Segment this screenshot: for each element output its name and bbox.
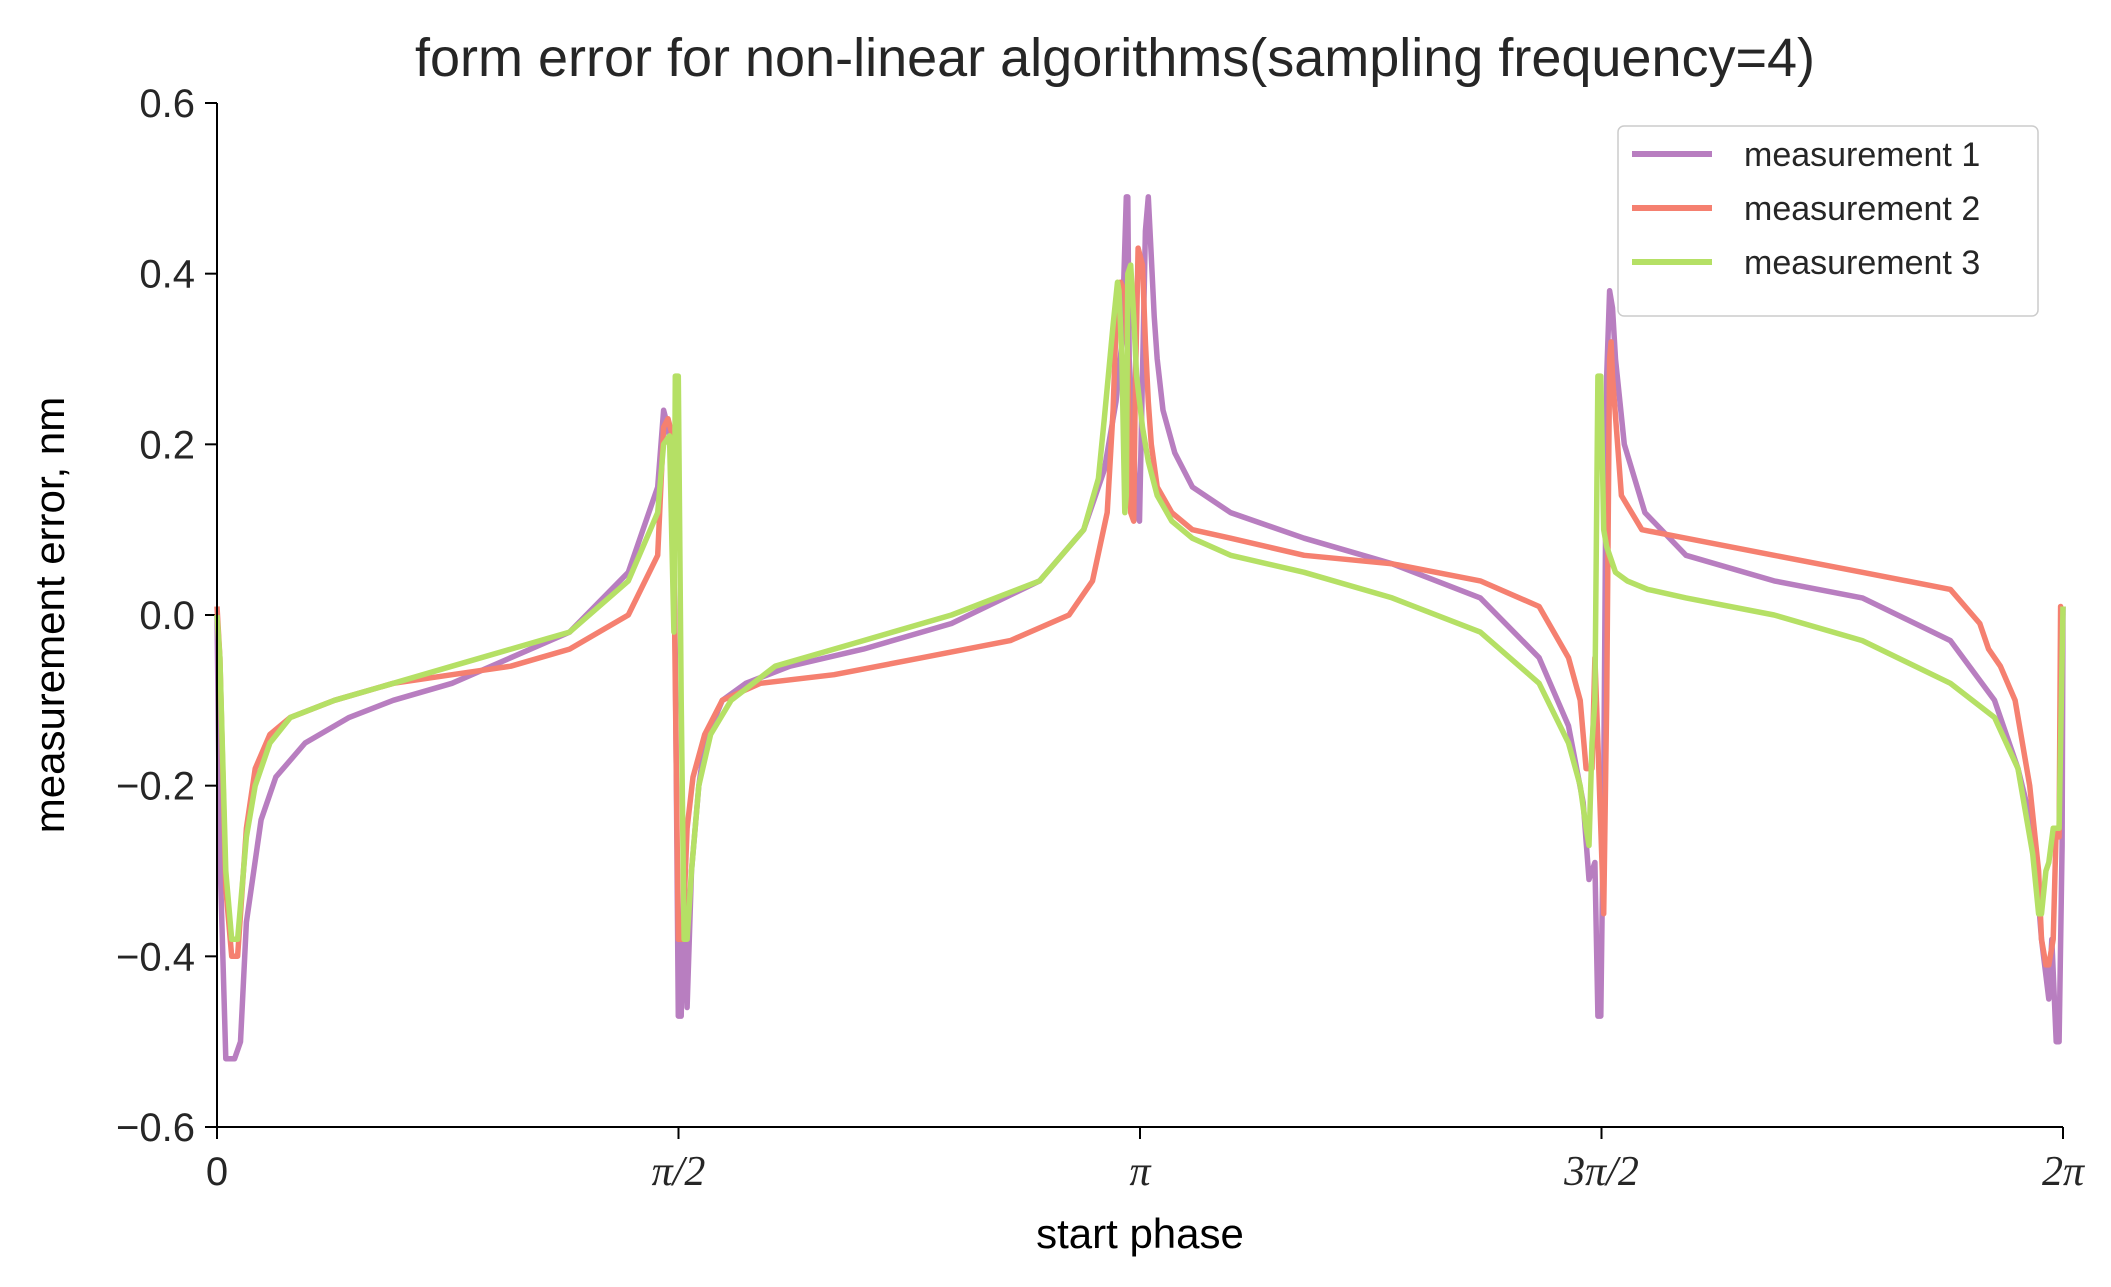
legend-entry-label: measurement 1: [1744, 136, 1980, 174]
y-tick-label: −0.6: [116, 1106, 195, 1150]
x-tick-label: 0: [206, 1150, 228, 1194]
series-line-measurement-1: [214, 194, 2066, 1062]
y-tick-label: 0.2: [139, 423, 195, 467]
legend-entry-label: measurement 2: [1744, 190, 1980, 228]
x-tick-label: π: [1129, 1149, 1151, 1195]
y-tick-label: −0.4: [116, 935, 195, 979]
series-line-measurement-2: [214, 245, 2066, 968]
x-axis-ticks: 0 π/2 π 3π/2 2π: [206, 1127, 2085, 1195]
legend-entry-label: measurement 3: [1744, 244, 1980, 282]
plot-area: [214, 194, 2066, 1062]
chart-title: form error for non-linear algorithms(sam…: [415, 28, 1815, 88]
y-tick-label: 0.0: [139, 594, 195, 638]
series-line-measurement-3: [214, 262, 2066, 943]
y-tick-label: −0.2: [116, 765, 195, 809]
y-tick-label: 0.6: [139, 82, 195, 126]
legend-frame: [1617, 125, 2039, 317]
y-axis-label: measurement error, nm: [26, 397, 73, 834]
legend: measurement 1 measurement 2 measurement 3: [1617, 125, 2039, 317]
x-axis-label: start phase: [1036, 1210, 1244, 1257]
x-tick-label: 3π/2: [1563, 1149, 1639, 1195]
x-tick-label: π/2: [652, 1149, 706, 1195]
y-axis-ticks: −0.6 −0.4 −0.2 0.0 0.2 0.4 0.6: [116, 82, 217, 1150]
y-tick-label: 0.4: [139, 253, 195, 297]
x-tick-label: 2π: [2042, 1149, 2085, 1195]
